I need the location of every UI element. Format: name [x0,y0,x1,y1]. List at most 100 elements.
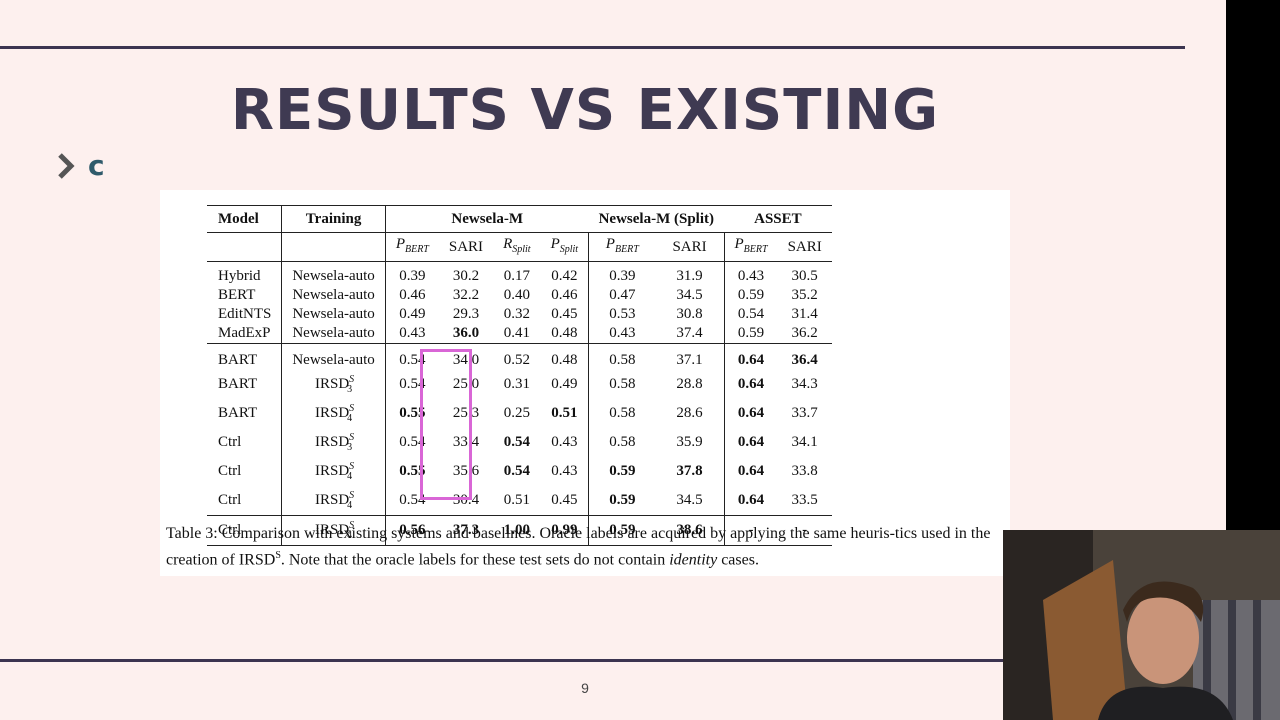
cell-r-split: 0.25 [503,405,530,421]
cell-r-split: 0.40 [503,287,530,303]
subheader-p-bert-3: PBERT [723,232,778,262]
cell-sari: 30.4 [452,492,480,508]
cell-model: MadExP [218,325,271,341]
cell-p-bert: 0.54 [384,343,439,370]
table-row: BART IRSDS3 0.54 25.0 0.31 0.49 0.58 28.8 0.64 34… [207,370,832,399]
cell-split-sari: 30.8 [676,306,703,322]
cell-p-bert: 0.54 [384,486,439,516]
table-row: Ctrl IRSDS4 0.56 37.3 1.00 0.99 0.59 38.6- - [207,515,832,546]
cell-split-sari: 37.4 [676,325,703,341]
cell-split-p-bert: 0.58 [588,428,656,457]
cell-asset-p-bert: 0.64 [723,428,778,457]
cell-model: BART [207,343,282,370]
cell-asset-p-bert: 0.64 [723,457,778,486]
cell-training: IRSDS4 [281,457,386,486]
cell-sari: 33.4 [452,434,480,450]
cell-split-p-bert: 0.43 [588,324,656,344]
cell-sari: 34.0 [438,343,494,370]
cell-asset-p-bert: 0.59 [723,324,778,344]
cell-asset-sari: 33.7 [791,405,818,421]
results-table: Model Training Newsela-M Newsela-M (Spli… [207,205,832,546]
subheader-sari-3: SARI [777,232,832,262]
cell-sari: 36.0 [452,325,480,341]
cell-asset-sari: 34.3 [791,376,818,392]
cell-p-bert: 0.39 [384,261,439,286]
cell-sari: 25.0 [452,376,480,392]
subheader-r-split: RSplit [493,232,541,262]
cell-training: Newsela-auto [281,324,386,344]
cell-p-split: 0.49 [551,376,578,392]
table-header-row: Model Training Newsela-M Newsela-M (Spli… [207,205,832,233]
header-model: Model [207,205,282,233]
cell-split-p-bert: 0.47 [588,286,656,305]
cell-p-split: 0.46 [551,287,578,303]
table-row: EditNTS Newsela-auto 0.49 29.3 0.32 0.45 0.53 3… [207,305,832,324]
cell-split-p-bert: 0.59 [588,486,656,516]
slide: RESULTS VS EXISTING c Model Training New… [0,0,1226,720]
cell-p-bert: 0.46 [384,286,439,305]
table-row: BART Newsela-auto 0.54 34.0 0.52 0.48 0.58 37.1… [207,343,832,370]
cell-split-p-bert: 0.39 [588,261,656,286]
cell-r-split: 0.41 [503,325,530,341]
cell-r-split: 0.32 [503,306,530,322]
cell-asset-sari: 33.5 [791,492,818,508]
cell-asset-p-bert: 0.43 [723,261,778,286]
cell-split-sari: 34.5 [676,492,703,508]
cell-training: Newsela-auto [281,343,386,370]
table-row: BART IRSDS4 0.55 25.3 0.25 0.51 0.58 28.6 0.64 33… [207,399,832,428]
cell-p-bert: 0.55 [384,457,439,486]
cell-p-split: 0.42 [540,261,589,286]
cell-r-split: 0.31 [503,376,530,392]
subheader-p-split: PSplit [540,232,589,262]
cell-p-split: 0.43 [551,463,578,479]
cell-p-bert: 0.54 [384,370,439,399]
cell-asset-p-bert: - [723,515,778,546]
cell-training: Newsela-auto [281,261,386,286]
cell-split-p-bert: 0.59 [588,457,656,486]
cell-training: IRSDS3 [281,428,386,457]
cell-p-split: 0.45 [551,492,578,508]
cell-p-split: 0.48 [540,343,589,370]
table-row: Ctrl IRSDS4 0.54 30.4 0.51 0.45 0.59 34.5 0.64 33… [207,486,832,516]
top-divider [0,46,1185,49]
cell-model: BERT [218,287,256,303]
table-row: Hybrid Newsela-auto 0.39 30.2 0.17 0.42 0.39 31… [207,261,832,286]
cell-split-sari: 34.5 [676,287,703,303]
cell-sari: 25.3 [452,405,480,421]
bullet-text: c [88,149,105,182]
cell-model: Ctrl [218,434,242,450]
cell-asset-sari: 33.8 [791,463,818,479]
cell-r-split: 1.00 [493,515,541,546]
cell-split-p-bert: 0.58 [588,399,656,428]
cell-asset-p-bert: 0.54 [723,305,778,324]
subheader-training-empty [281,232,386,262]
cell-split-sari: 28.6 [676,405,703,421]
cell-sari: 29.3 [452,306,480,322]
cell-asset-sari: 31.4 [791,306,818,322]
cell-model: Hybrid [207,261,282,286]
slide-title: RESULTS VS EXISTING [230,78,940,143]
cell-split-p-bert: 0.53 [588,305,656,324]
table-row: Ctrl IRSDS3 0.54 33.4 0.54 0.43 0.58 35.9 0.64 34… [207,428,832,457]
table-row: MadExP Newsela-auto 0.43 36.0 0.41 0.48 0.43 37… [207,324,832,344]
chevron-right-icon [58,153,75,179]
cell-p-bert: 0.56 [384,515,439,546]
subheader-p-bert-1: PBERT [384,232,439,262]
subheader-sari-2: SARI [655,232,724,262]
cell-asset-sari: - [777,515,832,546]
table-body: Hybrid Newsela-auto 0.39 30.2 0.17 0.42 0.39 31… [207,261,832,546]
cell-sari: 32.2 [452,287,480,303]
header-newsela-m-split: Newsela-M (Split) [588,205,724,233]
cell-p-bert: 0.43 [384,324,439,344]
cell-p-split: 0.99 [540,515,589,546]
cell-asset-p-bert: 0.64 [723,399,778,428]
cell-training: IRSDS4 [281,399,386,428]
page-number: 9 [581,680,589,696]
cell-model: BART [218,376,258,392]
cell-model: Ctrl [218,463,242,479]
cell-split-sari: 35.9 [676,434,703,450]
presenter-video-frame [1003,530,1280,720]
cell-r-split: 0.54 [503,463,530,479]
webcam-video [1003,530,1280,720]
cell-asset-p-bert: 0.59 [723,286,778,305]
